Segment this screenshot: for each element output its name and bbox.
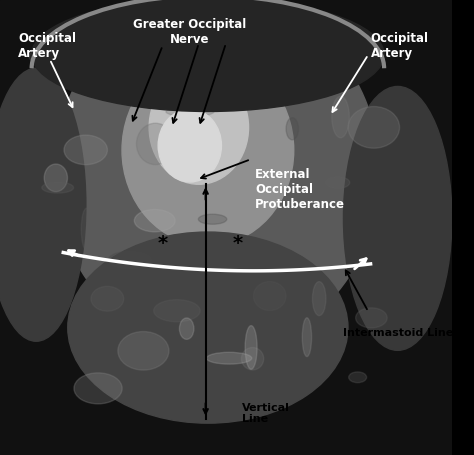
Text: *: * bbox=[232, 234, 242, 253]
Ellipse shape bbox=[180, 318, 194, 339]
Ellipse shape bbox=[29, 48, 75, 65]
Ellipse shape bbox=[254, 282, 286, 310]
Ellipse shape bbox=[0, 68, 86, 341]
Ellipse shape bbox=[307, 77, 330, 90]
Ellipse shape bbox=[91, 286, 124, 311]
Text: Vertical
Line: Vertical Line bbox=[242, 403, 290, 424]
Ellipse shape bbox=[154, 300, 200, 322]
Ellipse shape bbox=[151, 48, 193, 79]
Text: Greater Occipital
Nerve: Greater Occipital Nerve bbox=[133, 18, 246, 46]
Ellipse shape bbox=[344, 86, 452, 350]
Text: External
Occipital
Protuberance: External Occipital Protuberance bbox=[255, 168, 346, 212]
Ellipse shape bbox=[158, 109, 221, 182]
Ellipse shape bbox=[348, 106, 400, 148]
Ellipse shape bbox=[312, 282, 326, 316]
Ellipse shape bbox=[32, 0, 384, 111]
Ellipse shape bbox=[108, 252, 151, 269]
Ellipse shape bbox=[349, 372, 366, 383]
Ellipse shape bbox=[44, 164, 67, 192]
Ellipse shape bbox=[356, 308, 387, 328]
Ellipse shape bbox=[54, 0, 380, 350]
Ellipse shape bbox=[81, 208, 92, 250]
Ellipse shape bbox=[286, 118, 299, 140]
Ellipse shape bbox=[207, 352, 252, 364]
Ellipse shape bbox=[74, 373, 122, 404]
Ellipse shape bbox=[134, 209, 175, 232]
Ellipse shape bbox=[245, 326, 257, 369]
Ellipse shape bbox=[68, 232, 348, 423]
Text: Occipital
Artery: Occipital Artery bbox=[371, 32, 428, 60]
Ellipse shape bbox=[149, 71, 248, 184]
Ellipse shape bbox=[199, 214, 227, 224]
Ellipse shape bbox=[122, 55, 294, 246]
Ellipse shape bbox=[295, 322, 328, 352]
Ellipse shape bbox=[166, 107, 214, 116]
Text: *: * bbox=[158, 234, 168, 253]
Text: Occipital
Artery: Occipital Artery bbox=[18, 32, 76, 60]
Ellipse shape bbox=[326, 177, 350, 188]
Ellipse shape bbox=[332, 96, 349, 138]
Ellipse shape bbox=[302, 318, 311, 357]
Ellipse shape bbox=[137, 123, 174, 165]
Ellipse shape bbox=[64, 135, 108, 165]
Ellipse shape bbox=[118, 332, 169, 370]
Ellipse shape bbox=[241, 348, 264, 370]
Text: Intermastoid Line: Intermastoid Line bbox=[344, 328, 454, 338]
Ellipse shape bbox=[42, 182, 73, 193]
